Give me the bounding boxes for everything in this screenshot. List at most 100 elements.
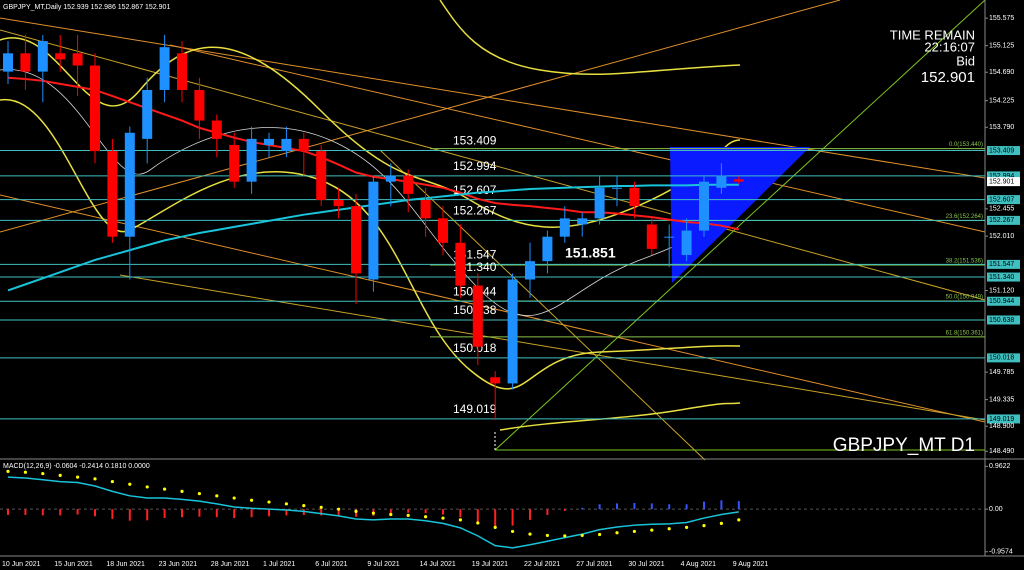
candle-body [159,47,170,90]
macd-signal-dot [737,518,741,522]
macd-signal-dot [702,524,706,528]
macd-signal-dot [93,477,97,481]
candle-body [507,279,518,384]
candle-body [438,218,448,243]
macd-signal-dot [458,518,462,522]
macd-signal-dot [580,533,584,538]
candle-body [351,206,361,274]
macd-histogram [494,509,497,528]
macd-signal-dot [510,529,515,534]
candle-body [298,138,309,152]
level-price-box [987,259,1020,269]
macd-histogram [41,509,44,516]
y-tick-label: 0.9622 [989,463,1011,470]
macd-signal-dot [441,516,445,520]
candle-body [420,200,431,219]
macd-histogram [546,509,549,515]
macd-signal-dot [667,527,671,531]
level-price-box [987,215,1020,225]
macd-signal-dot [615,531,619,535]
candle-body [716,175,727,188]
macd-signal-dot [302,504,306,508]
time-remain-label: TIME REMAIN [890,27,975,42]
candle-body [577,218,588,225]
time-remain: 22:16:07 [924,39,975,54]
level-price: 150.944 [989,298,1014,305]
y-tick-label: 152.455 [989,206,1014,213]
macd-histogram [163,509,166,519]
y-tick-label: 155.125 [989,42,1014,49]
candle-body [612,187,622,189]
macd-histogram [320,509,323,516]
macd-histogram [94,509,96,517]
x-tick-label: 15 Jun 2021 [54,561,93,568]
macd-signal-dot [632,529,637,534]
macd-histogram [581,507,584,510]
candle-body [681,230,692,256]
y-tick-label: 154.690 [989,69,1014,76]
macd-signal-dot [650,528,654,532]
candle-body [646,224,657,249]
candle-body [385,175,396,182]
macd-signal-dot [215,494,219,498]
macd-histogram [616,503,618,510]
macd-histogram [563,509,566,511]
y-tick-label: 0.00 [989,506,1003,513]
y-tick-label: 149.335 [989,396,1014,403]
macd-histogram [476,509,479,523]
level-price: 149.019 [989,416,1014,423]
candle-body [229,144,240,182]
candle-body [211,120,222,139]
macd-histogram [407,509,410,513]
y-tick-label: 149.785 [989,369,1014,376]
macd-histogram [285,509,288,516]
annotation: 151.851 [565,245,616,261]
macd-histogram [703,501,705,510]
macd-signal-dot [389,512,393,517]
macd-histogram [250,509,253,518]
macd-histogram [198,509,201,517]
macd-signal-dot [267,500,271,504]
x-tick-label: 23 Jun 2021 [159,561,198,568]
macd-histogram [76,509,79,515]
candle-body [368,181,379,280]
macd-histogram [668,504,671,510]
macd-signal-dot [6,469,10,473]
macd-histogram [633,502,636,510]
x-tick-label: 14 Jul 2021 [420,561,456,568]
candle-body [20,53,31,72]
macd-signal-dot [371,511,375,515]
candle-body [90,65,100,152]
level-price: 153.409 [989,147,1014,154]
x-tick-label: 27 Jul 2021 [576,561,612,568]
macd-histogram [529,509,531,520]
macd-histogram [146,509,149,521]
macd-histogram [442,509,444,515]
macd-title: MACD(12,26,9) -0.0604 -0.2414 0.1810 0.0… [3,463,150,470]
candle-body [124,132,135,237]
fib-label: 50.0(150.949) [946,295,983,301]
macd-signal-dot [76,475,80,479]
candle-body [37,41,48,72]
macd-signal-dot [128,482,132,486]
y-tick-label: 151.120 [989,287,1014,294]
macd-signal-dot [337,507,341,511]
candle-body [246,138,257,182]
macd-signal-dot [354,509,358,513]
level-label: 152.994 [453,159,497,173]
y-tick-label: 152.010 [989,233,1014,240]
macd-signal-dot [41,471,45,476]
macd-histogram [737,501,740,510]
candle-body [594,187,605,219]
candle-body [403,175,414,194]
macd-signal-dot [476,521,480,525]
candle-body [699,181,709,231]
x-tick-label: 10 Jun 2021 [2,561,41,568]
macd-signal-dot [598,532,602,537]
y-tick-label: 148.490 [989,448,1014,455]
macd-histogram [268,509,270,517]
macd-histogram [598,504,601,510]
macd-histogram [128,509,131,521]
macd-histogram [511,509,514,526]
